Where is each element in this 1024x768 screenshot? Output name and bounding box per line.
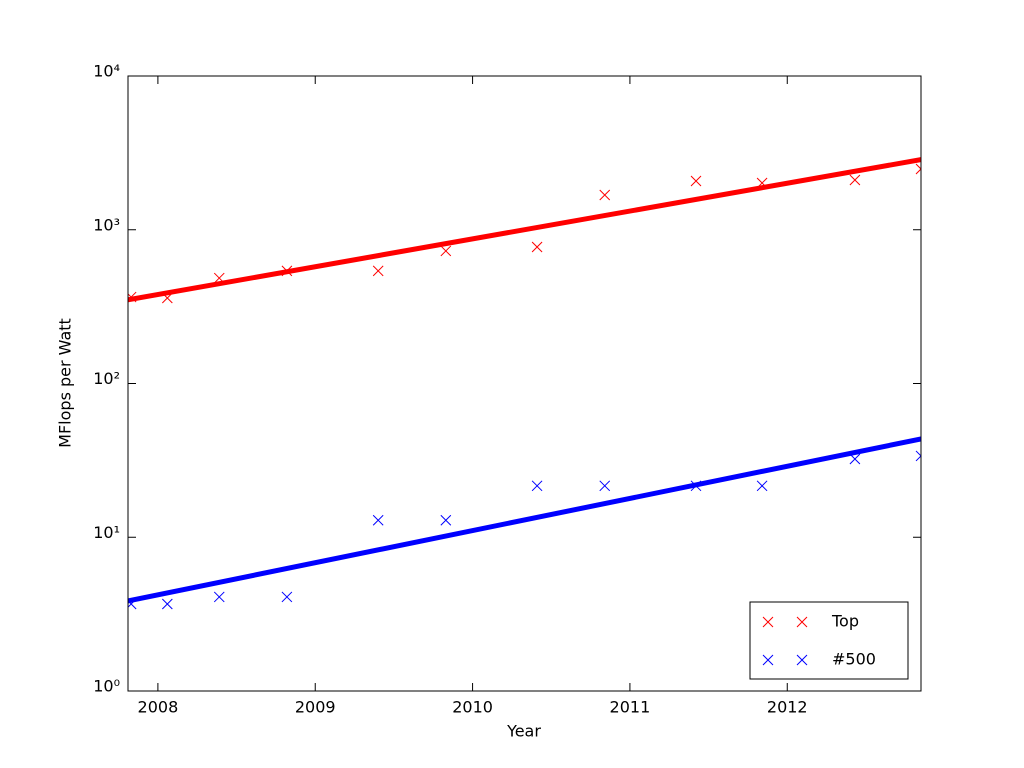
x-tick-label: 2009 — [295, 698, 336, 717]
y-axis-label: MFlops per Watt — [56, 318, 75, 448]
point — [531, 480, 543, 492]
point — [849, 453, 861, 465]
x-tick-label: 2008 — [138, 698, 179, 717]
point — [690, 175, 702, 187]
point — [440, 245, 452, 257]
legend: Top #500 — [749, 601, 909, 680]
point — [531, 241, 543, 253]
point — [915, 163, 921, 175]
point — [849, 174, 861, 186]
point — [372, 514, 384, 526]
plot-content — [128, 157, 921, 610]
legend-marker — [762, 616, 808, 628]
point — [372, 265, 384, 277]
point — [756, 177, 768, 189]
y-tick-label: 10⁰ — [93, 677, 120, 696]
y-tick-label: 10² — [93, 369, 120, 388]
legend-label: Top — [831, 612, 859, 631]
legend-marker — [762, 654, 808, 666]
legend-label: #500 — [832, 650, 876, 669]
point — [281, 591, 293, 603]
plot-area — [128, 76, 921, 691]
x-tick-label: 2012 — [767, 698, 808, 717]
point — [440, 514, 452, 526]
point — [599, 480, 611, 492]
y-tick-label: 10¹ — [93, 523, 120, 542]
x-axis-label: Year — [506, 722, 541, 741]
point — [756, 480, 768, 492]
point — [213, 272, 225, 284]
x-tick-label: 2010 — [452, 698, 493, 717]
legend-box — [749, 601, 909, 680]
fit-line — [128, 436, 921, 604]
y-tick-label: 10³ — [93, 215, 120, 234]
point — [213, 591, 225, 603]
point — [161, 292, 173, 304]
point — [599, 189, 611, 201]
point — [161, 598, 173, 610]
point — [128, 598, 137, 610]
point — [128, 291, 137, 303]
x-tick-label: 2011 — [610, 698, 651, 717]
fit-line — [128, 157, 921, 303]
point — [915, 450, 921, 462]
point — [281, 265, 293, 277]
point — [690, 480, 702, 492]
y-tick-label: 10⁴ — [93, 62, 120, 81]
